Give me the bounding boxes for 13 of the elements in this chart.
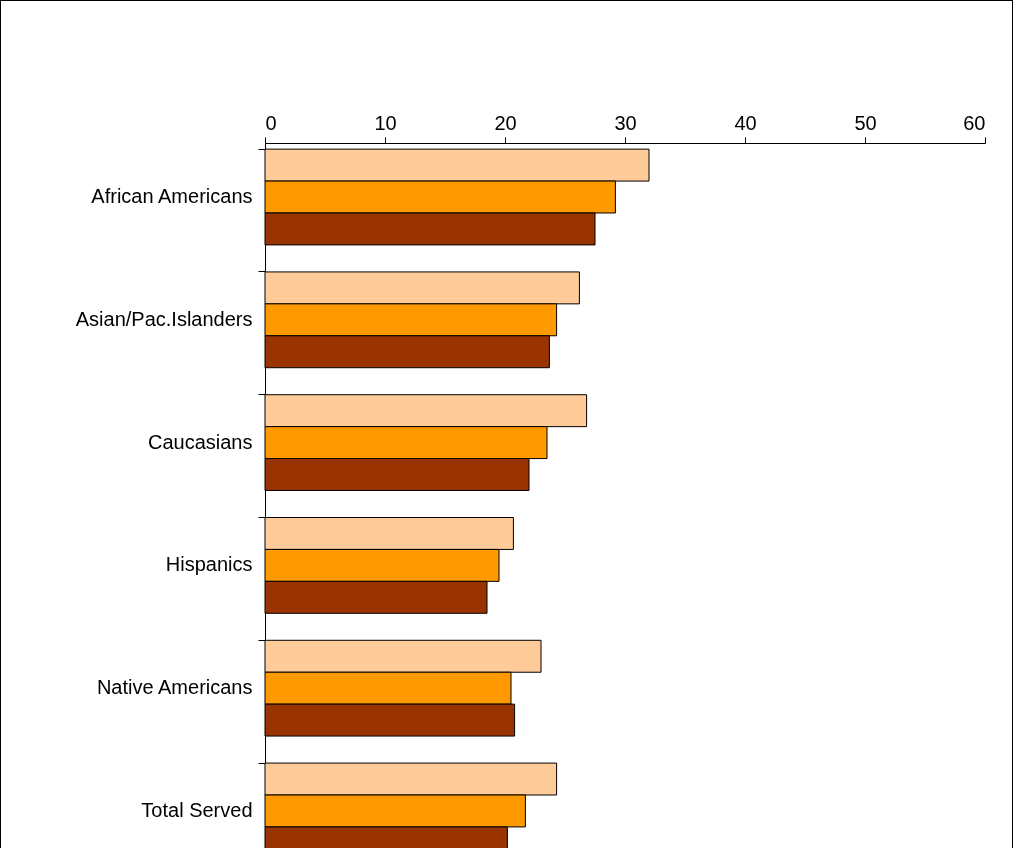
y-tick-label: Hispanics xyxy=(165,553,253,576)
x-tick-label: 50 xyxy=(854,111,877,134)
x-tick-label: 60 xyxy=(963,111,986,134)
y-tick-label: Caucasians xyxy=(147,430,253,453)
x-tick-label: 10 xyxy=(374,111,397,134)
x-tick-label: 0 xyxy=(265,111,277,134)
x-tick-label: 40 xyxy=(734,111,757,134)
y-tick-label: Native Americans xyxy=(96,676,253,699)
x-tick-label: 20 xyxy=(494,111,517,134)
x-tick-label: 30 xyxy=(614,111,637,134)
y-tick-label: Total Served xyxy=(141,798,253,821)
y-tick-label: African Americans xyxy=(91,185,253,208)
y-tick-label: Asian/Pac.Islanders xyxy=(75,307,253,330)
